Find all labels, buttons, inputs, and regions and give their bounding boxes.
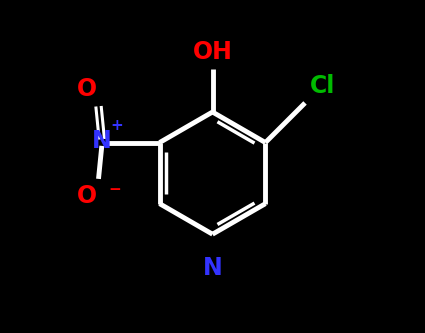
Text: N: N <box>92 129 112 153</box>
Text: +: + <box>110 118 123 133</box>
Text: N: N <box>203 256 222 280</box>
Text: O: O <box>77 184 97 208</box>
Text: O: O <box>77 77 97 101</box>
Text: Cl: Cl <box>310 74 335 98</box>
Text: −: − <box>108 182 121 197</box>
Text: OH: OH <box>193 40 232 64</box>
